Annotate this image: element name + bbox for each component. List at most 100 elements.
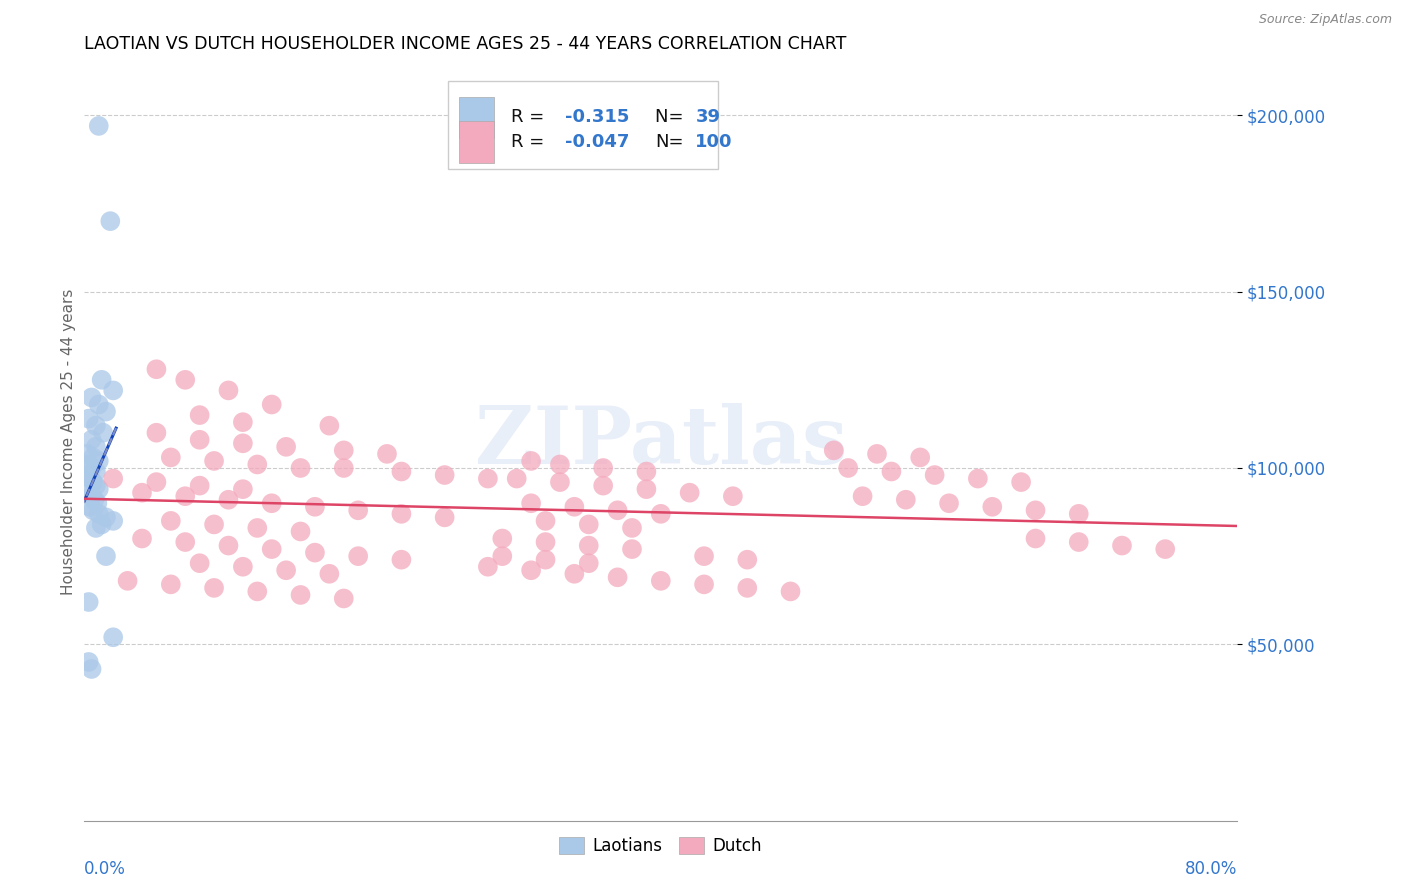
Point (232, 559, 254, 574)
Point (174, 373, 197, 387)
Point (80, 433, 103, 447)
Point (246, 584, 269, 599)
Point (77, 485, 100, 500)
Point (491, 532, 513, 546)
Point (87, 507, 110, 521)
Point (82, 450, 104, 465)
Point (84, 478, 107, 492)
Point (94, 510, 117, 524)
Point (880, 465, 903, 479)
Point (80, 662, 103, 676)
Point (578, 539, 600, 553)
Point (636, 482, 658, 496)
Point (188, 556, 211, 570)
Point (232, 415, 254, 429)
Point (304, 546, 326, 560)
Point (79, 500, 101, 514)
Point (90, 517, 112, 532)
Point (304, 500, 326, 514)
Point (84, 465, 107, 479)
Text: LAOTIAN VS DUTCH HOUSEHOLDER INCOME AGES 25 - 44 YEARS CORRELATION CHART: LAOTIAN VS DUTCH HOUSEHOLDER INCOME AGES… (84, 35, 846, 53)
Point (1111, 539, 1133, 553)
Point (866, 447, 889, 461)
Point (82, 503, 104, 517)
Point (592, 478, 614, 492)
Point (347, 549, 370, 563)
Point (77, 595, 100, 609)
Point (188, 408, 211, 422)
Point (103, 630, 124, 644)
Point (837, 461, 859, 475)
Point (91, 425, 114, 440)
Point (981, 500, 1004, 514)
Point (131, 532, 153, 546)
Legend: Laotians, Dutch: Laotians, Dutch (553, 830, 769, 862)
Point (534, 535, 557, 549)
Point (433, 468, 456, 483)
Point (650, 574, 672, 588)
Point (737, 552, 759, 566)
Point (160, 514, 183, 528)
Point (967, 472, 990, 486)
Point (145, 475, 167, 489)
Point (1010, 475, 1032, 489)
Point (924, 468, 946, 483)
Point (333, 461, 356, 475)
Point (693, 577, 716, 591)
Point (391, 507, 413, 521)
Point (548, 458, 571, 472)
Point (894, 492, 917, 507)
FancyBboxPatch shape (460, 96, 494, 138)
Point (218, 492, 240, 507)
Point (84, 418, 107, 433)
Point (232, 436, 254, 450)
Point (1025, 532, 1047, 546)
Point (347, 503, 370, 517)
Point (290, 461, 312, 475)
Point (564, 500, 586, 514)
Point (202, 454, 225, 468)
Text: -0.047: -0.047 (565, 133, 630, 151)
Point (520, 496, 543, 510)
Y-axis label: Householder Income Ages 25 - 44 years: Householder Income Ages 25 - 44 years (60, 288, 76, 595)
Point (80, 391, 103, 405)
Point (1154, 542, 1177, 557)
Point (202, 517, 225, 532)
Point (84, 440, 107, 454)
Point (779, 584, 801, 599)
Point (83, 492, 105, 507)
Point (621, 521, 644, 535)
Point (506, 472, 529, 486)
Point (260, 397, 283, 411)
Point (333, 591, 356, 606)
Point (79, 472, 101, 486)
Point (94, 404, 117, 418)
Point (477, 559, 499, 574)
Point (534, 552, 557, 566)
Point (737, 581, 759, 595)
Point (290, 588, 312, 602)
Point (87, 119, 110, 133)
Text: R =: R = (510, 133, 550, 151)
Point (276, 563, 298, 577)
Point (606, 503, 628, 517)
Text: R =: R = (510, 109, 550, 127)
Point (318, 418, 340, 433)
Point (491, 549, 513, 563)
Point (77, 458, 100, 472)
Point (679, 485, 702, 500)
Point (852, 489, 875, 503)
Point (520, 563, 543, 577)
Text: N=: N= (655, 133, 683, 151)
Point (145, 362, 167, 376)
Point (276, 440, 298, 454)
Point (218, 384, 240, 398)
Point (693, 549, 716, 563)
Point (218, 539, 240, 553)
Point (477, 472, 499, 486)
Point (564, 566, 586, 581)
Point (98, 214, 121, 228)
Text: 39: 39 (696, 109, 720, 127)
Point (82, 475, 104, 489)
Point (260, 496, 283, 510)
